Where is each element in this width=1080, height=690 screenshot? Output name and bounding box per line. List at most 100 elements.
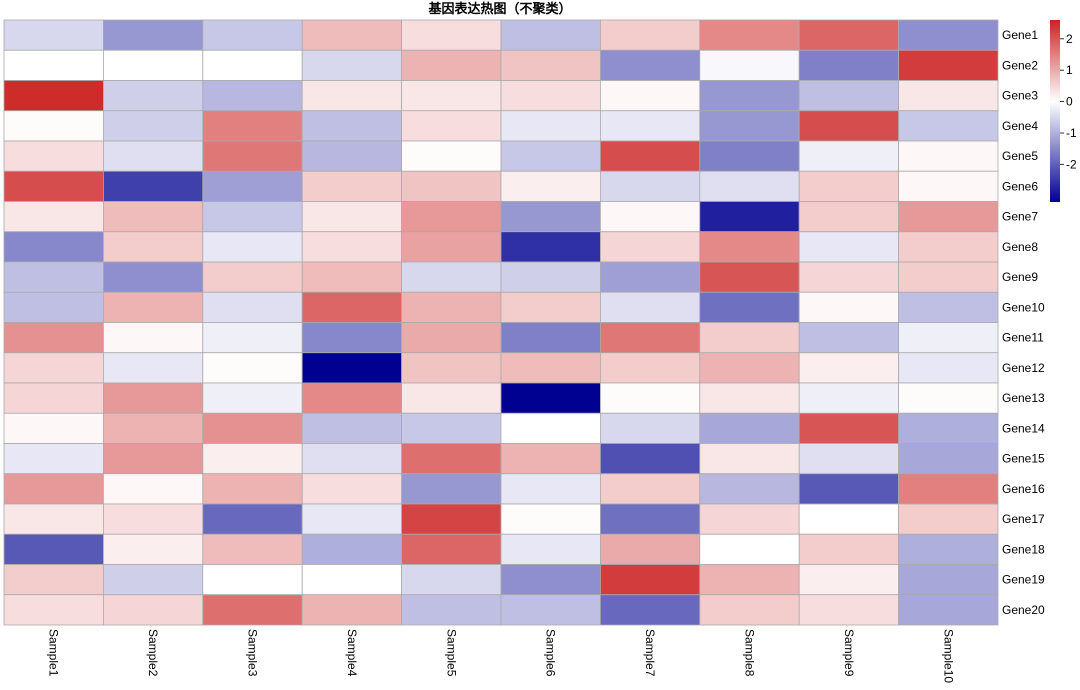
heatmap-cell [699, 533, 800, 565]
heatmap-cell [301, 201, 403, 233]
heatmap-cell [202, 80, 303, 112]
heatmap-cell [401, 473, 502, 505]
heatmap-cell [898, 291, 999, 323]
heatmap-cell [3, 80, 104, 112]
heatmap-cell [202, 503, 303, 535]
heatmap-cell [3, 49, 104, 81]
heatmap-cell [401, 533, 502, 565]
heatmap-cell [3, 231, 104, 263]
row-label: Gene5 [1002, 149, 1038, 163]
heatmap-cell [898, 201, 999, 233]
heatmap-cell [798, 49, 900, 81]
heatmap-cell [898, 140, 999, 172]
heatmap-cell [301, 352, 403, 384]
heatmap-cell [898, 533, 999, 565]
heatmap-cell [699, 140, 800, 172]
heatmap-cell [500, 564, 601, 596]
heatmap-cell [699, 564, 800, 596]
heatmap-cell [898, 322, 999, 354]
heatmap-cell [798, 412, 900, 444]
heatmap-cell [401, 322, 502, 354]
heatmap-cell [401, 503, 502, 535]
row-label: Gene20 [1002, 603, 1045, 617]
heatmap-cell [103, 110, 204, 142]
legend-tick-label: -1 [1066, 126, 1077, 140]
row-labels: Gene1 Gene2 Gene3 Gene4 Gene5 Gene6 Gene7 Gene8… [1002, 28, 1045, 617]
heatmap-cell [202, 170, 303, 202]
heatmap-cell [3, 352, 104, 384]
heatmap-cell [401, 291, 502, 323]
heatmap-cell [500, 170, 601, 202]
heatmap-cell [898, 261, 999, 293]
heatmap-cell [103, 443, 204, 475]
heatmap-cell [3, 19, 104, 51]
heatmap-cell [699, 19, 800, 51]
heatmap-cell [600, 473, 701, 505]
heatmap-cell [600, 503, 701, 535]
heatmap-cell [699, 352, 800, 384]
legend-tick-label: 0 [1066, 95, 1073, 109]
heatmap-cell [500, 80, 601, 112]
heatmap-cell [202, 533, 303, 565]
color-legend: 2 1 0 -1 -2 [1050, 20, 1077, 202]
heatmap-cell [898, 443, 999, 475]
heatmap-cell [202, 19, 303, 51]
heatmap-cell [202, 291, 303, 323]
heatmap-cell [600, 170, 701, 202]
heatmap-cell [699, 382, 800, 414]
heatmap-cell [301, 443, 403, 475]
heatmap-cell [898, 503, 999, 535]
heatmap-cell [3, 412, 104, 444]
heatmap-cell [202, 352, 303, 384]
heatmap-cells [3, 19, 999, 626]
heatmap-cell [3, 140, 104, 172]
heatmap-cell [301, 322, 403, 354]
heatmap-cell [103, 533, 204, 565]
heatmap-cell [898, 170, 999, 202]
heatmap-cell [898, 382, 999, 414]
heatmap-cell [301, 291, 403, 323]
heatmap-cell [3, 594, 104, 626]
heatmap-cell [500, 49, 601, 81]
heatmap-cell [699, 322, 800, 354]
heatmap-cell [600, 110, 701, 142]
heatmap-cell [401, 352, 502, 384]
row-label: Gene17 [1002, 512, 1045, 526]
heatmap-cell [798, 322, 900, 354]
row-label: Gene7 [1002, 210, 1038, 224]
heatmap-cell [898, 231, 999, 263]
heatmap-cell [500, 322, 601, 354]
heatmap-cell [500, 19, 601, 51]
heatmap-cell [699, 80, 800, 112]
heatmap-cell [798, 443, 900, 475]
heatmap-cell [401, 170, 502, 202]
heatmap-cell [401, 412, 502, 444]
column-label: Sample3 [246, 629, 260, 677]
heatmap-cell [699, 201, 800, 233]
heatmap-cell [3, 443, 104, 475]
heatmap-cell [600, 231, 701, 263]
heatmap-cell [401, 80, 502, 112]
heatmap-cell [3, 291, 104, 323]
heatmap-cell [699, 412, 800, 444]
column-label: Sample8 [743, 629, 757, 677]
heatmap-cell [202, 201, 303, 233]
heatmap-cell [500, 352, 601, 384]
column-label: Sample2 [146, 629, 160, 677]
column-label: Sample5 [444, 629, 458, 677]
heatmap-cell [202, 49, 303, 81]
heatmap-cell [798, 170, 900, 202]
row-label: Gene11 [1002, 331, 1044, 345]
heatmap-cell [600, 382, 701, 414]
heatmap-cell [103, 503, 204, 535]
heatmap-cell [500, 201, 601, 233]
row-label: Gene14 [1002, 421, 1045, 435]
heatmap-cell [103, 80, 204, 112]
heatmap-cell [600, 261, 701, 293]
row-label: Gene16 [1002, 482, 1045, 496]
heatmap-cell [301, 49, 403, 81]
heatmap-cell [103, 412, 204, 444]
heatmap-cell [301, 594, 403, 626]
row-label: Gene3 [1002, 89, 1038, 103]
row-label: Gene2 [1002, 58, 1038, 72]
